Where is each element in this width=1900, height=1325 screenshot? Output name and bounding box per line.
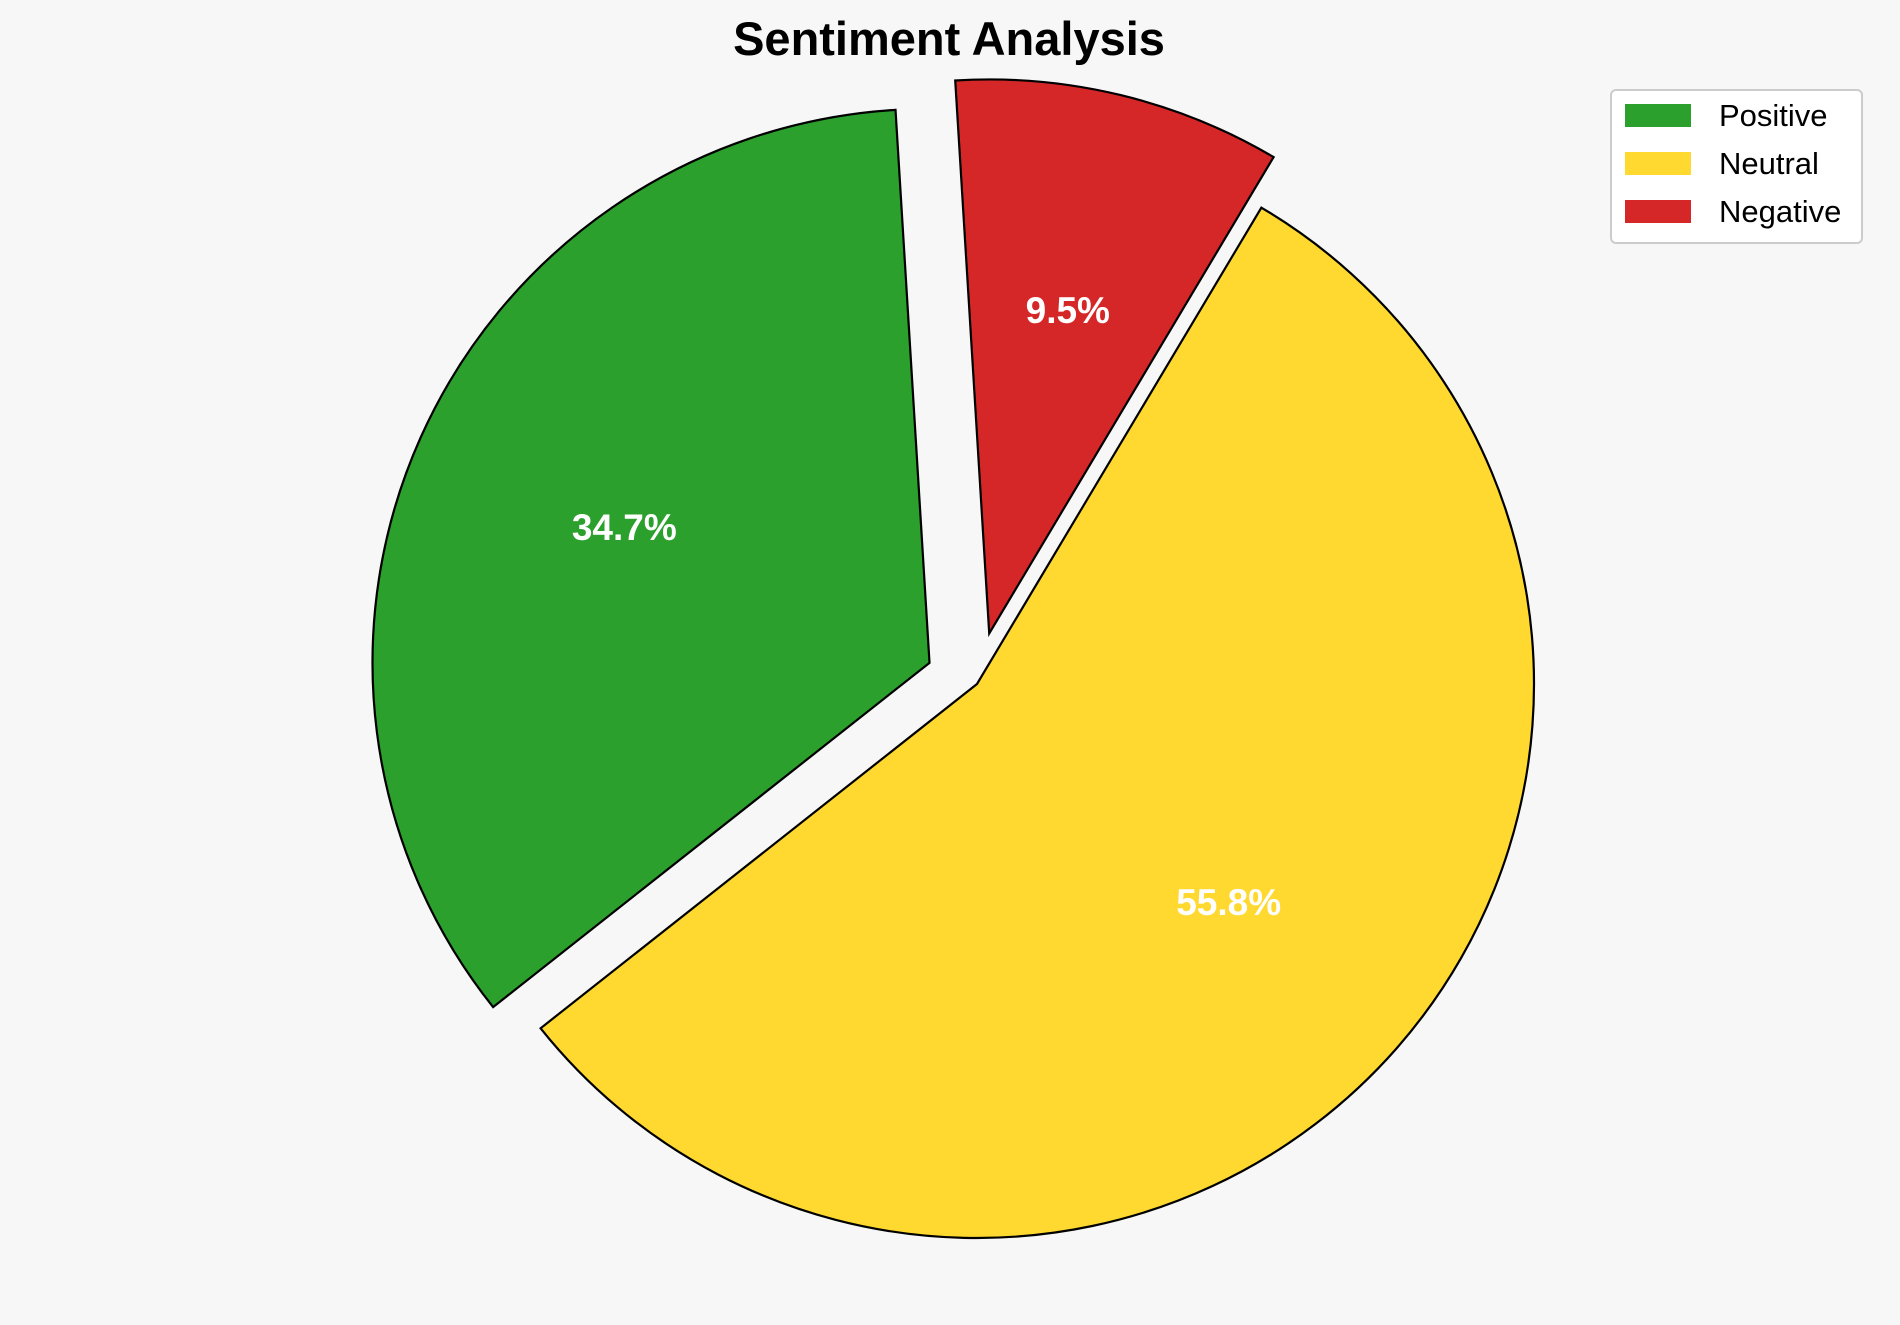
pie-percent-labels: 34.7% 55.8% 9.5% [572, 290, 1281, 923]
pie-slice-negative [954, 78, 1276, 638]
pie-slice-positive [371, 108, 931, 1009]
legend-label-negative: Negative [1719, 194, 1841, 229]
legend: Positive Neutral Negative [1610, 89, 1863, 244]
legend-swatch-negative [1625, 200, 1691, 223]
legend-label-positive: Positive [1719, 98, 1828, 133]
pie-slices [371, 78, 1536, 1240]
pie-label-neutral: 55.8% [1176, 882, 1281, 923]
pie-label-negative: 9.5% [1026, 290, 1110, 331]
pie-slice-neutral [539, 206, 1536, 1240]
legend-swatch-positive [1625, 104, 1691, 127]
pie-label-positive: 34.7% [572, 507, 677, 548]
legend-swatch-neutral [1625, 152, 1691, 175]
legend-label-neutral: Neutral [1719, 146, 1819, 181]
chart-title: Sentiment Analysis [733, 12, 1165, 65]
